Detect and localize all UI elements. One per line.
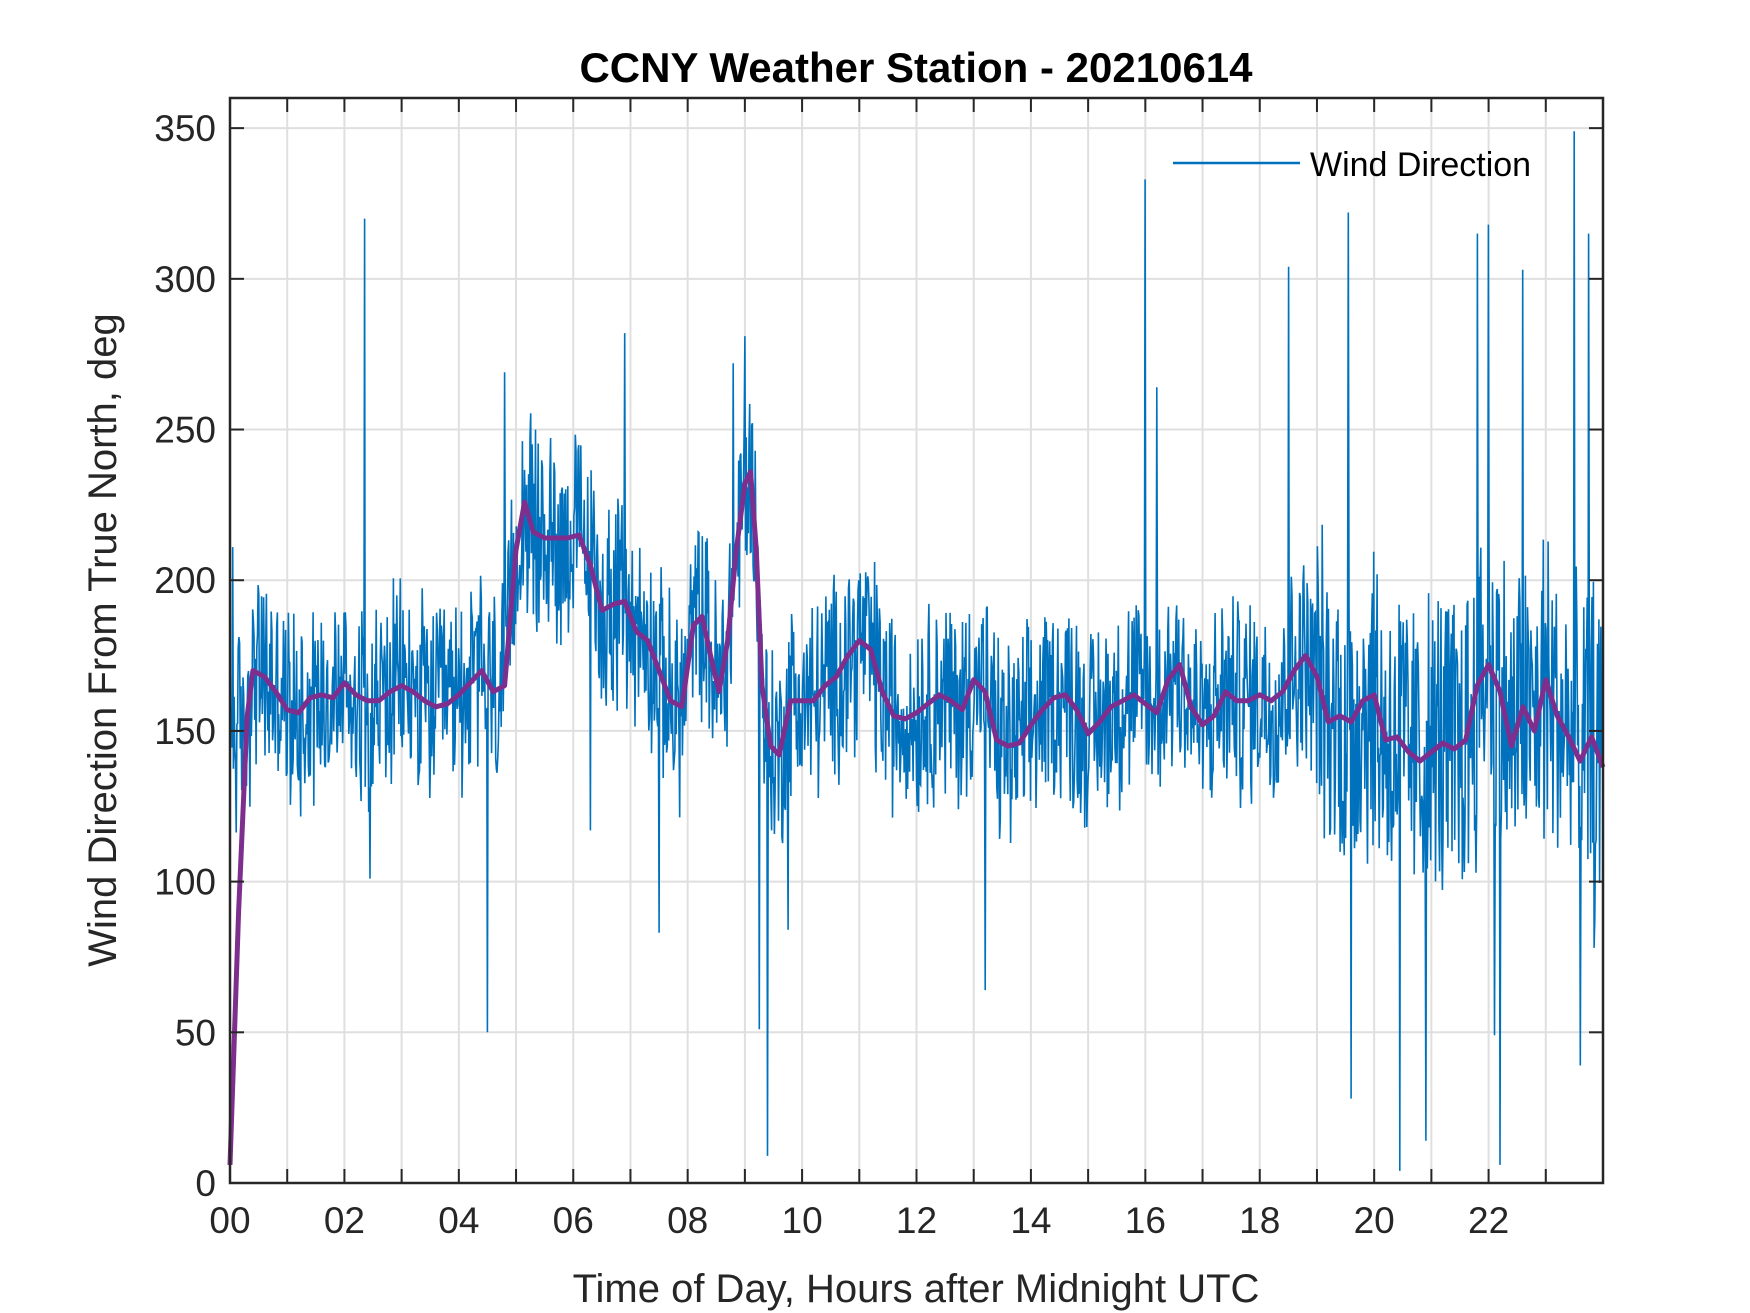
- x-tick-label-20: 20: [1354, 1200, 1395, 1241]
- x-tick-label-04: 04: [438, 1200, 479, 1241]
- x-tick-label-12: 12: [896, 1200, 937, 1241]
- x-tick-label-02: 02: [324, 1200, 365, 1241]
- x-tick-label-08: 08: [667, 1200, 708, 1241]
- y-axis-label: Wind Direction From True North, deg: [81, 313, 125, 967]
- y-tick-label-350: 350: [154, 108, 216, 149]
- y-tick-label-150: 150: [154, 711, 216, 752]
- x-tick-label-16: 16: [1125, 1200, 1166, 1241]
- y-tick-label-200: 200: [154, 560, 216, 601]
- y-tick-label-50: 50: [175, 1012, 216, 1053]
- legend: Wind Direction: [1173, 146, 1531, 184]
- x-tick-label-22: 22: [1468, 1200, 1509, 1241]
- x-tick-label-00: 00: [209, 1200, 250, 1241]
- x-tick-label-18: 18: [1239, 1200, 1280, 1241]
- x-tick-label-14: 14: [1010, 1200, 1051, 1241]
- chart-title: CCNY Weather Station - 20210614: [579, 44, 1253, 91]
- x-tick-label-06: 06: [553, 1200, 594, 1241]
- x-tick-label-10: 10: [782, 1200, 823, 1241]
- raw-series-layer: [229, 131, 1604, 1171]
- axis-ticks: 0 50 100 150 200 250 300 350 00 02 04 06 08 10 12 14 16 1…: [154, 98, 1603, 1241]
- series-line-wind-direction: [229, 131, 1604, 1171]
- smoothed-series-layer: [227, 469, 1606, 1165]
- legend-label-wind-direction: Wind Direction: [1310, 146, 1531, 184]
- y-tick-label-100: 100: [154, 862, 216, 903]
- series-line-smoothed: [227, 469, 1606, 1165]
- y-tick-label-300: 300: [154, 259, 216, 300]
- x-axis-label: Time of Day, Hours after Midnight UTC: [573, 1267, 1260, 1311]
- y-tick-label-250: 250: [154, 410, 216, 451]
- y-tick-label-0: 0: [195, 1163, 216, 1204]
